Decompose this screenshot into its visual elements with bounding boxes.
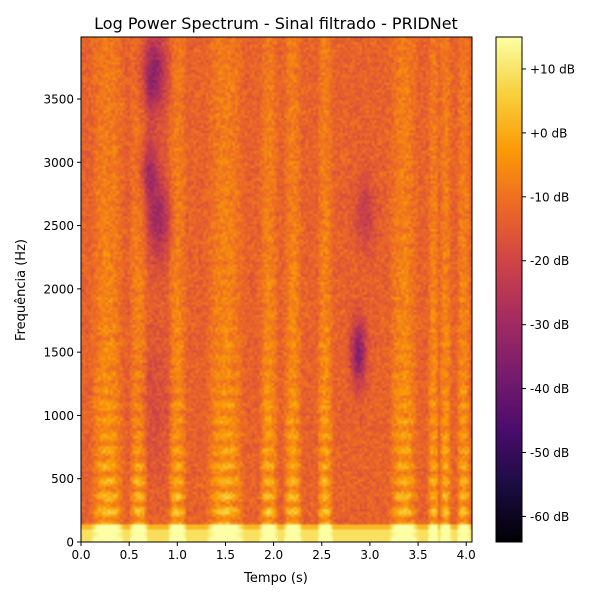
- y-tick-label: 0: [66, 536, 74, 550]
- x-tick-label: 3.5: [409, 548, 428, 562]
- colorbar-tick-label: +10 dB: [530, 62, 575, 76]
- x-tick-label: 4.0: [457, 548, 476, 562]
- y-tick-label: 2500: [43, 219, 74, 233]
- x-tick-label: 0.0: [71, 548, 90, 562]
- y-tick-label: 1000: [43, 409, 74, 423]
- y-tick-label: 1500: [43, 346, 74, 360]
- x-tick-label: 0.5: [120, 548, 139, 562]
- colorbar-tick-label: -20 dB: [530, 254, 569, 268]
- y-axis: 0 500 1000 1500 2000 2500 3000 3500: [43, 93, 81, 550]
- x-tick-label: 3.0: [360, 548, 379, 562]
- y-tick-label: 3000: [43, 156, 74, 170]
- x-tick-label: 2.0: [264, 548, 283, 562]
- colorbar-ticks: +10 dB +0 dB -10 dB -20 dB -30 dB -40 dB -50 d…: [522, 62, 575, 524]
- plot-frame: [80, 36, 473, 543]
- colorbar-tick-label: -40 dB: [530, 382, 569, 396]
- colorbar-tick-label: -10 dB: [530, 190, 569, 204]
- colorbar: [495, 36, 523, 543]
- colorbar-tick-label: -60 dB: [530, 510, 569, 524]
- spectrogram-heatmap: [81, 37, 472, 542]
- spectrogram-image: [81, 37, 472, 542]
- x-tick-label: 1.0: [168, 548, 187, 562]
- colorbar-tick-label: +0 dB: [530, 126, 567, 140]
- y-tick-label: 3500: [43, 93, 74, 107]
- y-tick-label: 2000: [43, 282, 74, 296]
- x-axis: 0.0 0.5 1.0 1.5 2.0 2.5 3.0 3.5 4.0: [71, 542, 476, 562]
- colorbar-tick-label: -50 dB: [530, 446, 569, 460]
- x-axis-label: Tempo (s): [243, 571, 308, 586]
- colorbar-tick-label: -30 dB: [530, 318, 569, 332]
- x-tick-label: 2.5: [312, 548, 331, 562]
- chart-title: Log Power Spectrum - Sinal filtrado - PR…: [94, 14, 458, 33]
- y-axis-label: Frequência (Hz): [14, 239, 29, 341]
- y-tick-label: 500: [51, 472, 74, 486]
- x-tick-label: 1.5: [216, 548, 235, 562]
